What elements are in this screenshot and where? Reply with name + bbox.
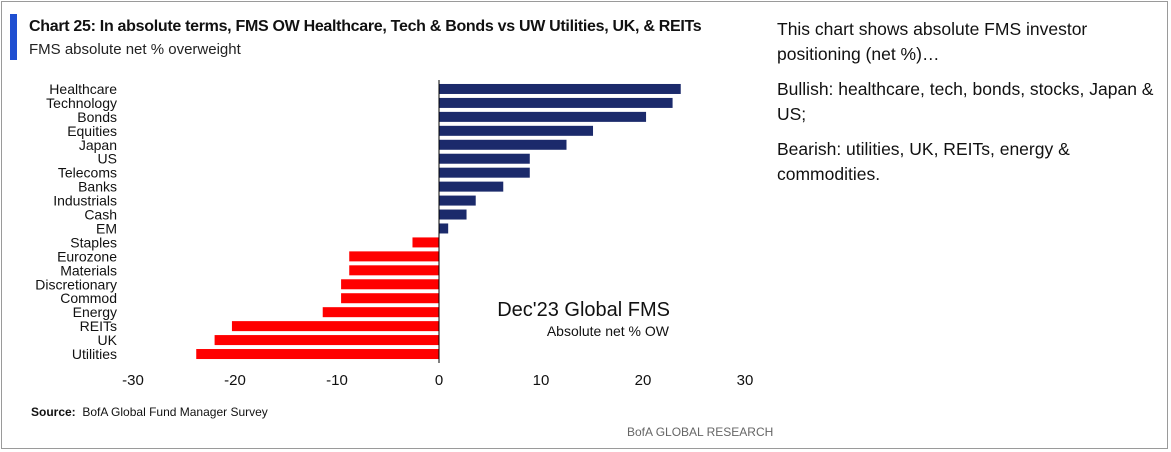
bar-reits (231, 321, 439, 332)
source-note: Source: BofA Global Fund Manager Survey (31, 405, 268, 419)
commentary-bearish: Bearish: utilities, UK, REITs, energy & … (777, 139, 1070, 184)
category-label-utilities: Utilities (72, 346, 117, 362)
x-tick-labels: -30 -20 -10 0 10 20 30 (122, 372, 753, 389)
category-label-eurozone: Eurozone (57, 248, 117, 264)
bar-eurozone (349, 251, 439, 262)
x-tick-label: 0 (435, 372, 443, 389)
source-label: Source: (31, 405, 76, 419)
category-label-uk: UK (98, 332, 118, 348)
bar-commod (341, 293, 439, 304)
category-label-banks: Banks (78, 179, 117, 195)
commentary-panel: This chart shows absolute FMS investor p… (777, 17, 1162, 197)
category-label-technology: Technology (46, 95, 117, 111)
bar-utilities (196, 349, 439, 360)
bar-technology (439, 97, 673, 108)
category-label-japan: Japan (79, 137, 117, 153)
bars-group (196, 83, 681, 360)
bar-equities (439, 125, 594, 136)
category-label-energy: Energy (73, 304, 117, 320)
category-label-industrials: Industrials (53, 193, 117, 209)
category-label-materials: Materials (60, 262, 117, 278)
category-label-bonds: Bonds (77, 109, 117, 125)
category-label-healthcare: Healthcare (49, 81, 117, 97)
annotation-subtitle: Absolute net % OW (547, 323, 670, 339)
source-text: BofA Global Fund Manager Survey (82, 405, 268, 419)
category-label-telecoms: Telecoms (58, 165, 117, 181)
bar-cash (439, 209, 467, 220)
category-label-equities: Equities (67, 123, 117, 139)
category-label-reits: REITs (80, 318, 117, 334)
bar-uk (214, 335, 439, 346)
x-tick-label: -20 (224, 372, 246, 389)
title-accent-bar (10, 14, 17, 60)
category-label-cash: Cash (84, 207, 117, 223)
bar-bonds (439, 111, 647, 122)
bar-industrials (439, 195, 476, 206)
commentary-bullish: Bullish: healthcare, tech, bonds, stocks… (777, 79, 1154, 124)
x-tick-label: -30 (122, 372, 144, 389)
category-label-commod: Commod (60, 290, 117, 306)
category-label-em: EM (96, 220, 117, 236)
bar-banks (439, 181, 504, 192)
chart-subtitle: FMS absolute net % overweight (29, 41, 241, 58)
bar-materials (349, 265, 439, 276)
x-tick-label: 20 (635, 372, 652, 389)
x-tick-label: -10 (326, 372, 348, 389)
annotation-title: Dec'23 Global FMS (497, 299, 670, 321)
x-tick-label: 30 (737, 372, 754, 389)
bar-telecoms (439, 167, 530, 178)
bar-energy (322, 307, 439, 318)
category-label-staples: Staples (70, 234, 117, 250)
category-label-us: US (98, 151, 117, 167)
footer-brand: BofA GLOBAL RESEARCH (627, 425, 774, 439)
category-label-discretionary: Discretionary (35, 276, 117, 292)
bar-healthcare (439, 83, 681, 94)
bar-discretionary (341, 279, 439, 290)
x-tick-label: 10 (533, 372, 550, 389)
bar-staples (412, 237, 439, 248)
commentary-intro: This chart shows absolute FMS investor p… (777, 19, 1088, 64)
bar-us (439, 153, 530, 164)
chart-title: Chart 25: In absolute terms, FMS OW Heal… (29, 18, 702, 35)
bar-chart: HealthcareTechnologyBondsEquitiesJapanUS… (35, 80, 753, 389)
category-labels: HealthcareTechnologyBondsEquitiesJapanUS… (35, 81, 117, 362)
bar-japan (439, 139, 567, 150)
bar-em (439, 223, 449, 234)
